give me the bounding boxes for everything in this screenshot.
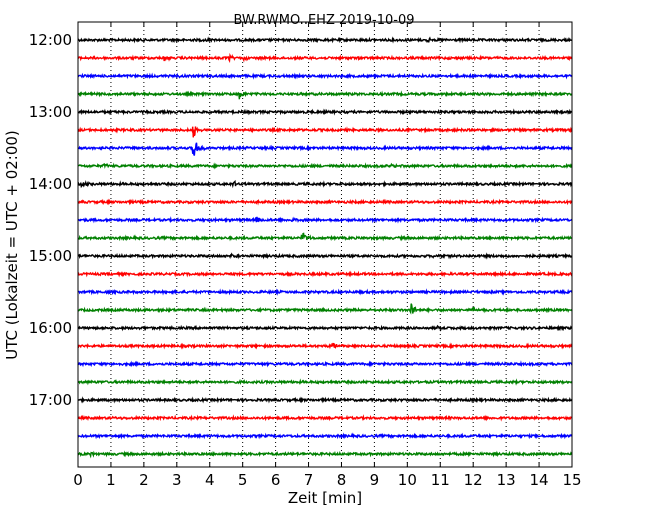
seismic-trace: [77, 396, 573, 404]
seismic-trace: [77, 52, 573, 63]
x-tick-label: 3: [172, 471, 182, 489]
y-tick-label: 16:00: [29, 319, 72, 337]
seismic-trace: [77, 72, 573, 80]
x-tick-label: 7: [304, 471, 314, 489]
seismic-trace: [77, 270, 573, 278]
seismic-trace: [77, 216, 573, 224]
seismic-trace: [77, 432, 573, 440]
chart-title: BW.RWMO..EHZ 2019-10-09: [233, 13, 414, 28]
x-tick-label: 13: [497, 471, 516, 489]
seismic-trace: [77, 126, 573, 138]
x-tick-label: 10: [398, 471, 417, 489]
seismic-trace: [77, 414, 573, 422]
y-tick-label: 15:00: [29, 247, 72, 265]
seismic-trace: [77, 198, 573, 206]
y-axis-label: UTC (Lokalzeit = UTC + 02:00): [3, 130, 21, 360]
x-tick-label: 8: [337, 471, 347, 489]
seismic-trace: [77, 450, 573, 459]
seismic-trace: [77, 232, 573, 242]
y-tick-label: 14:00: [29, 175, 72, 193]
y-tick-label: 17:00: [29, 391, 72, 409]
seismic-trace: [77, 360, 573, 368]
x-axis-label: Zeit [min]: [288, 489, 362, 507]
seismic-trace: [77, 108, 573, 116]
seismic-trace: [77, 303, 573, 315]
y-tick-label: 12:00: [29, 31, 72, 49]
x-axis-ticks: 0 1 2 3 4 5 6 7 8 9 10 11 12 13 14 15: [73, 22, 582, 489]
x-tick-label: 11: [431, 471, 450, 489]
seismic-trace: [77, 252, 573, 260]
seismic-trace: [77, 179, 573, 189]
x-tick-label: 9: [370, 471, 380, 489]
seismic-trace: [77, 162, 573, 170]
x-tick-label: 1: [106, 471, 116, 489]
x-tick-label: 12: [464, 471, 483, 489]
x-tick-label: 4: [205, 471, 215, 489]
seismic-trace: [77, 324, 573, 332]
seismic-trace: [77, 36, 573, 44]
seismic-trace: [77, 288, 573, 296]
plot-frame: [77, 21, 573, 468]
x-tick-label: 6: [271, 471, 281, 489]
x-tick-label: 5: [238, 471, 248, 489]
x-tick-label: 2: [139, 471, 149, 489]
trace-group: [77, 36, 573, 459]
x-tick-label: 0: [73, 471, 83, 489]
x-tick-label: 14: [530, 471, 549, 489]
y-axis-ticks: 12:00 13:00 14:00 15:00 16:00 17:00: [29, 31, 572, 409]
seismic-trace: [77, 342, 573, 350]
y-tick-label: 13:00: [29, 103, 72, 121]
x-tick-label: 15: [562, 471, 581, 489]
seismic-trace: [77, 142, 573, 156]
seismic-trace: [77, 90, 573, 100]
seismic-trace: [77, 378, 573, 386]
